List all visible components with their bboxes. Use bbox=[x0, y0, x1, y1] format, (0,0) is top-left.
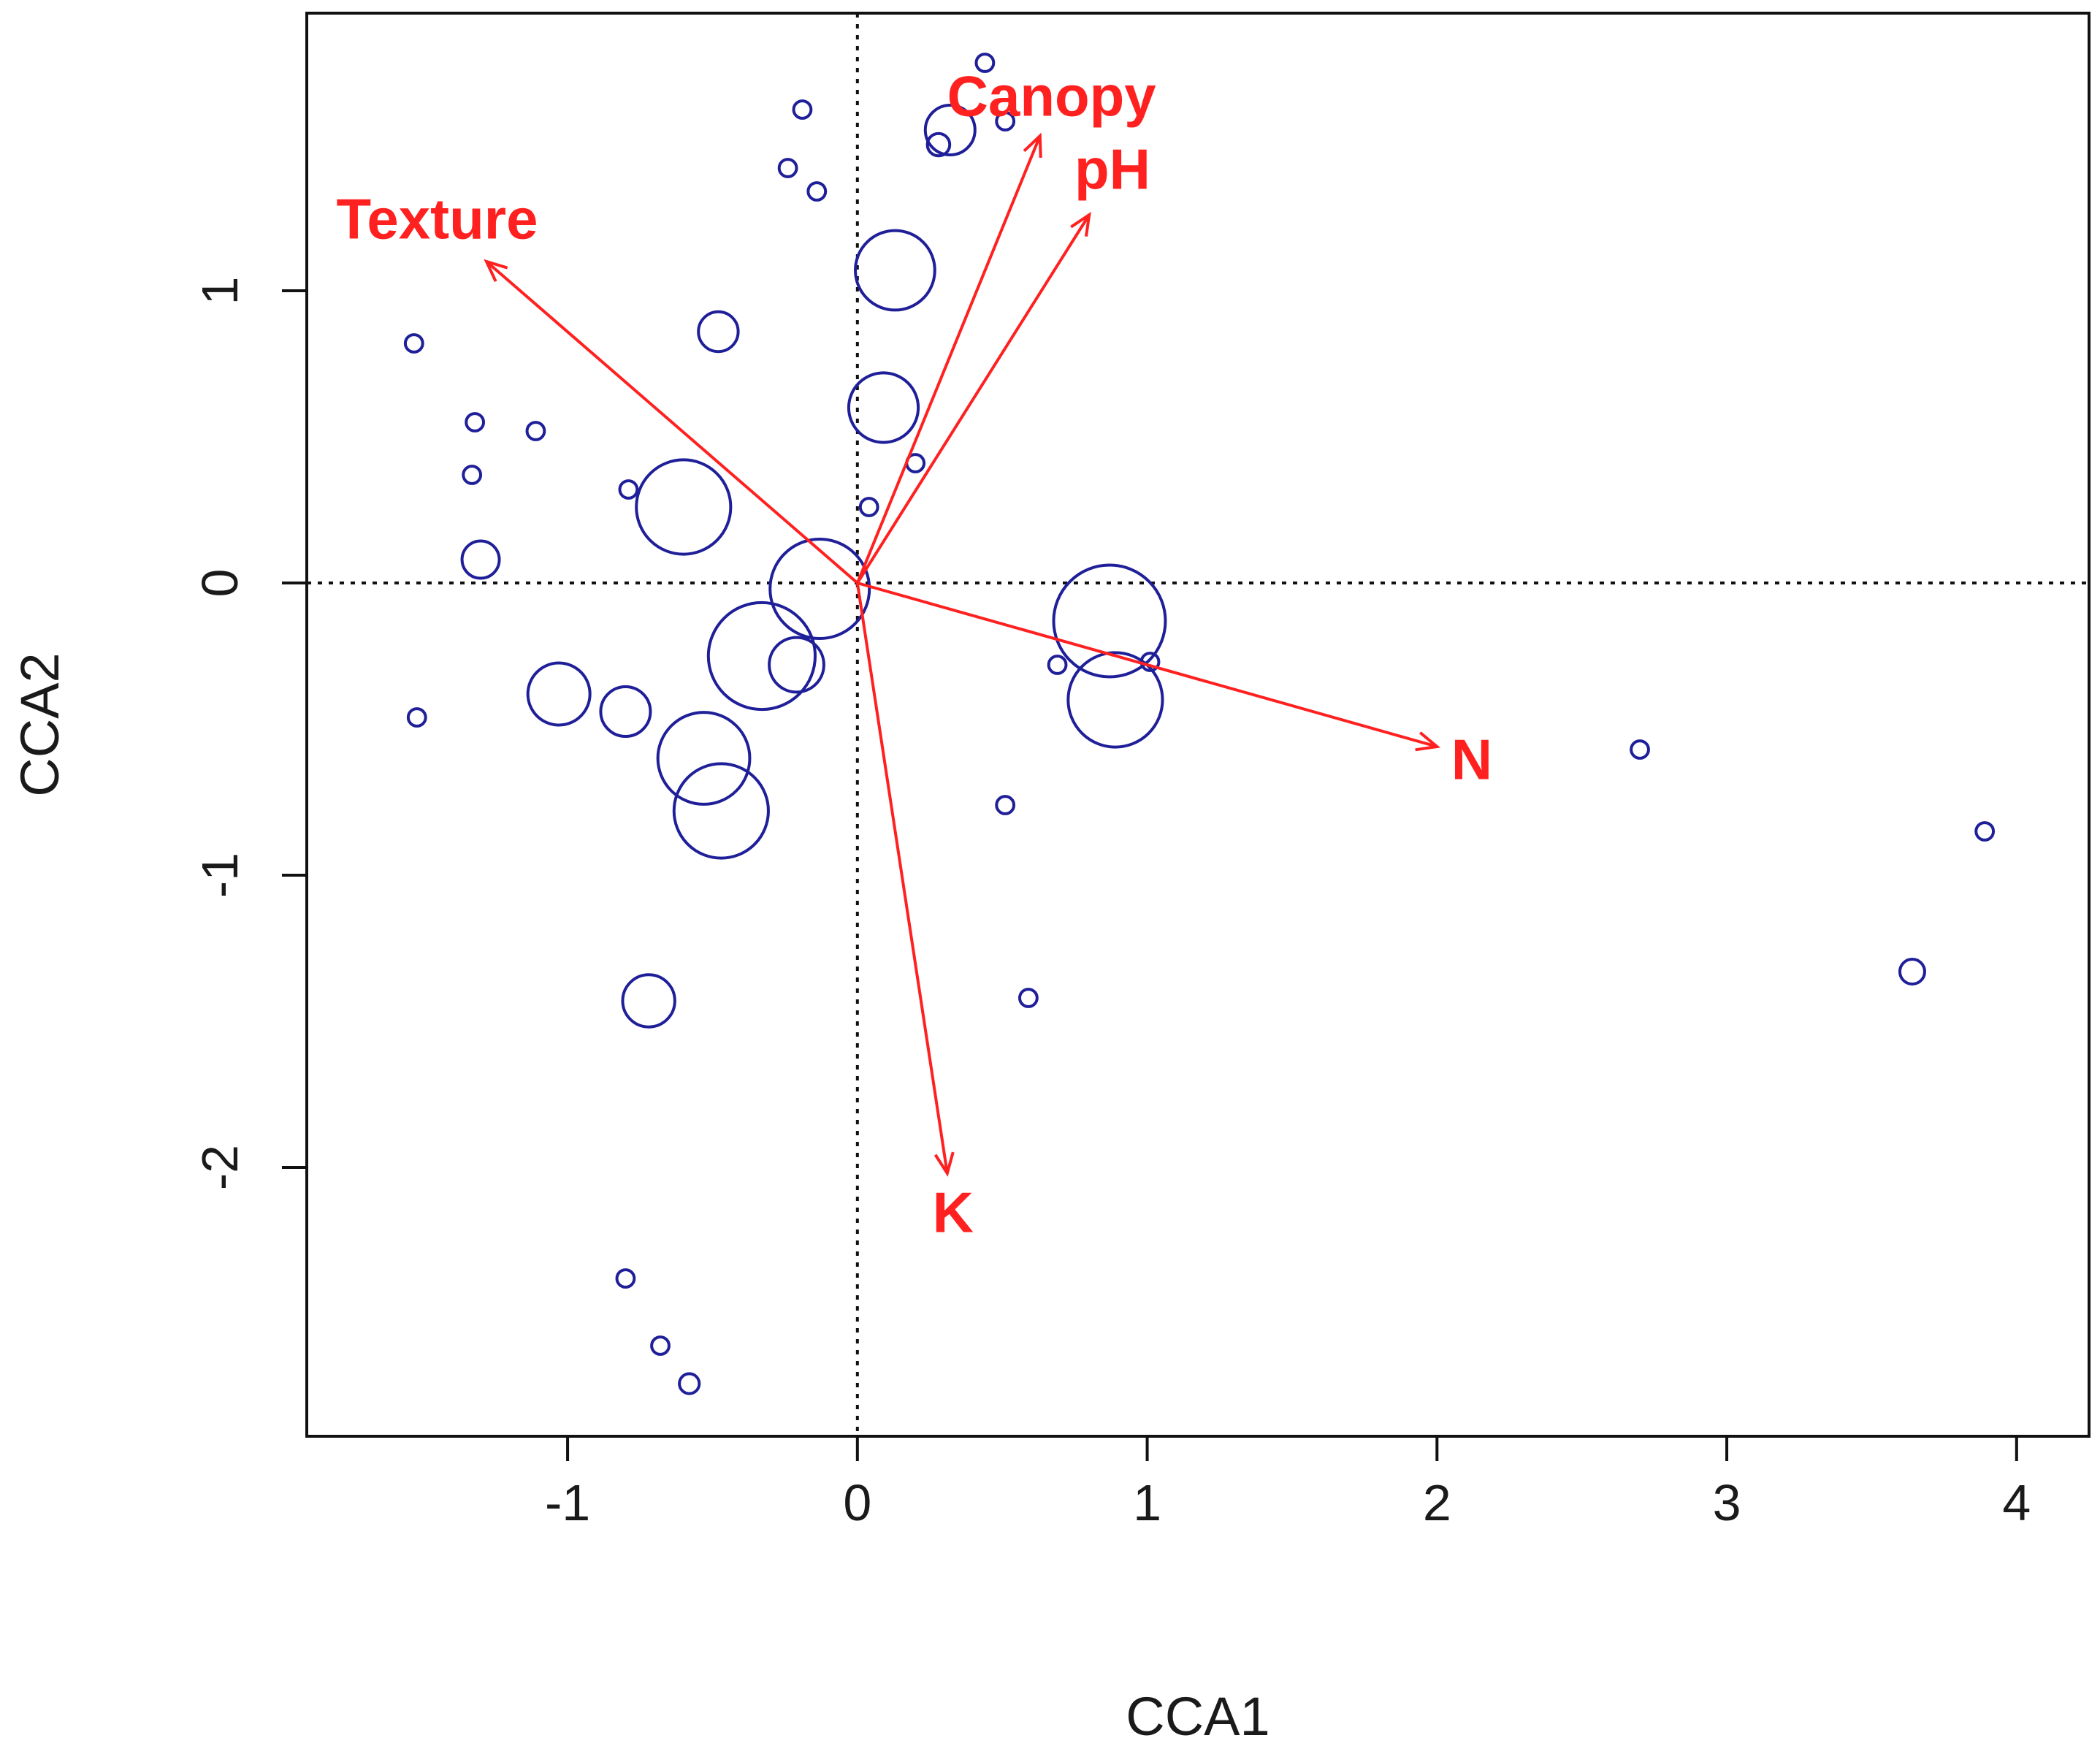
site-point bbox=[1066, 651, 1164, 749]
site-point bbox=[1898, 958, 1926, 986]
site-point bbox=[768, 636, 825, 694]
site-point bbox=[1974, 821, 1996, 842]
x-tick-label: 4 bbox=[2002, 1474, 2031, 1531]
site-points bbox=[403, 53, 1996, 1395]
x-tick-label: 1 bbox=[1133, 1474, 1161, 1531]
vector-shaft bbox=[857, 582, 1437, 748]
y-axis: -2 -1 0 1 bbox=[191, 277, 307, 1190]
site-point bbox=[656, 711, 752, 806]
vector-label-canopy: Canopy bbox=[947, 64, 1156, 129]
site-point bbox=[462, 465, 483, 485]
vector-head bbox=[484, 259, 508, 283]
vector-label-ph: pH bbox=[1074, 137, 1150, 202]
site-point bbox=[599, 685, 652, 738]
site-point bbox=[777, 158, 798, 178]
site-point bbox=[1018, 988, 1039, 1008]
site-point bbox=[403, 333, 424, 354]
x-tick-label: 2 bbox=[1423, 1474, 1451, 1531]
site-point bbox=[678, 1372, 701, 1395]
vector-shaft bbox=[485, 260, 859, 584]
vector-shaft bbox=[855, 135, 1042, 584]
vector-head bbox=[1415, 731, 1441, 752]
site-point bbox=[672, 762, 770, 860]
vector-labels: Texture Canopy pH N K bbox=[337, 64, 1493, 1245]
site-point bbox=[792, 99, 813, 120]
y-tick-label: -1 bbox=[191, 853, 248, 898]
vector-label-n: N bbox=[1451, 728, 1492, 792]
vector-head bbox=[1070, 211, 1091, 237]
vector-n bbox=[857, 582, 1441, 752]
x-axis-title: CCA1 bbox=[1126, 1686, 1269, 1746]
site-point bbox=[768, 538, 871, 640]
site-point bbox=[1047, 655, 1068, 675]
site-point bbox=[406, 707, 427, 728]
site-point bbox=[925, 131, 952, 158]
site-point bbox=[806, 181, 828, 202]
site-point bbox=[618, 479, 639, 500]
environmental-vectors bbox=[484, 132, 1441, 1177]
site-point bbox=[706, 601, 817, 712]
site-point bbox=[1630, 739, 1650, 760]
site-point bbox=[621, 973, 676, 1029]
y-tick-label: 0 bbox=[191, 569, 248, 598]
site-point bbox=[650, 1335, 671, 1356]
x-tick-label: -1 bbox=[545, 1474, 590, 1531]
site-point bbox=[615, 1268, 636, 1289]
x-axis: -1 0 1 2 3 4 bbox=[545, 1436, 2031, 1531]
site-point bbox=[1052, 563, 1167, 679]
x-tick-label: 0 bbox=[843, 1474, 871, 1531]
vector-shaft bbox=[856, 213, 1091, 584]
vector-ph bbox=[856, 211, 1091, 584]
site-point bbox=[923, 104, 977, 156]
x-tick-label: 3 bbox=[1713, 1474, 1741, 1531]
y-tick-label: -2 bbox=[191, 1145, 248, 1190]
site-point bbox=[853, 229, 936, 312]
plot-frame bbox=[305, 12, 2091, 1438]
vector-label-texture: Texture bbox=[337, 187, 538, 251]
site-point bbox=[635, 458, 733, 556]
vector-head bbox=[1023, 132, 1042, 159]
vector-canopy bbox=[855, 132, 1042, 584]
site-point bbox=[697, 310, 740, 354]
y-axis-title: CCA2 bbox=[9, 652, 70, 796]
site-point bbox=[460, 539, 501, 580]
vector-label-k: K bbox=[933, 1181, 974, 1245]
site-point bbox=[526, 661, 592, 727]
vector-texture bbox=[484, 259, 859, 584]
vector-shaft bbox=[855, 582, 949, 1174]
site-point bbox=[995, 111, 1016, 131]
vector-head bbox=[933, 1151, 955, 1177]
reference-lines bbox=[307, 13, 2089, 1436]
site-point bbox=[847, 371, 920, 444]
site-point bbox=[465, 412, 486, 432]
site-point bbox=[858, 497, 879, 517]
site-point bbox=[525, 421, 546, 441]
vector-k bbox=[855, 582, 955, 1177]
site-point bbox=[995, 795, 1016, 815]
site-point bbox=[974, 53, 996, 73]
y-tick-label: 1 bbox=[191, 277, 248, 305]
